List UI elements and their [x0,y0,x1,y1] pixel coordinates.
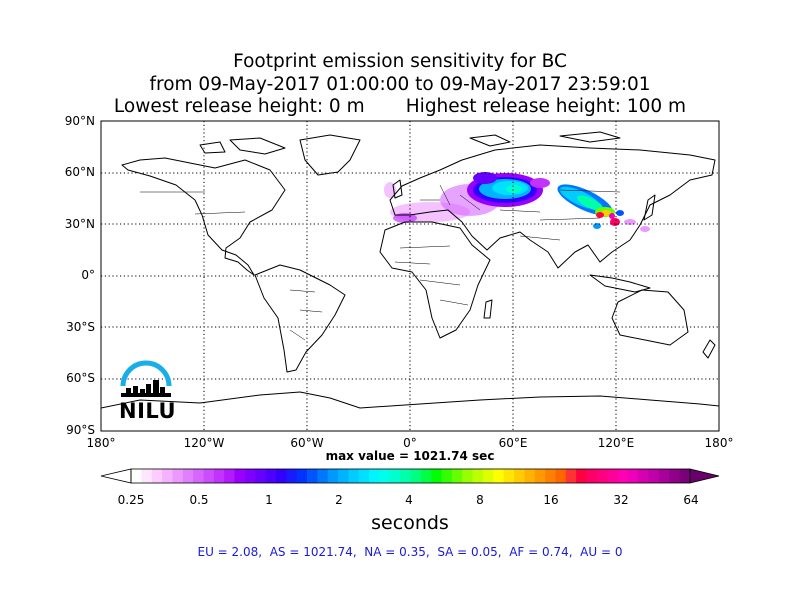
max-value-label: max value = 1021.74 sec [325,449,495,463]
colorbar-segment [182,469,194,483]
colorbar-segment [441,469,453,483]
colorbar-segment [596,469,608,483]
colorbar-segment [172,469,184,483]
colorbar-segment [431,469,443,483]
title-line-2: from 09-May-2017 01:00:00 to 09-May-2017… [149,74,651,95]
lat-label-30s: 30°S [66,320,95,334]
country-borders [140,184,621,341]
colorbar-segment [151,469,163,483]
colorbar-segment [607,469,619,483]
colorbar-tick-1: 1 [265,493,273,507]
nilu-logo [120,360,172,397]
colorbar-segment [141,469,153,483]
colorbar-segment [203,469,215,483]
colorbar-segment [193,469,205,483]
colorbar-segment [493,469,505,483]
colorbar-segment [451,469,463,483]
colorbar-segment [482,469,494,483]
colorbar-tick-64: 64 [683,493,699,507]
colorbar-segment [338,469,349,483]
colorbar-segment [514,469,525,483]
colorbar-segment [306,469,318,483]
lat-label-60s: 60°S [66,371,95,385]
colorbar-segment [255,469,267,483]
colorbar-segment [638,469,650,483]
colorbar-extend-low [100,468,132,484]
colorbar-segment [369,469,381,483]
lat-label-60n: 60°N [64,165,95,179]
colorbar-segment [503,469,515,483]
colorbar-segment [296,469,308,483]
lon-label-120w: 120°W [183,436,225,450]
colorbar-segment [627,469,639,483]
title-line-1: Footprint emission sensitivity for BC [233,51,567,72]
lon-label-60w: 60°W [290,436,324,450]
colorbar-extend-high [689,468,720,484]
colorbar-segment [379,469,391,483]
colorbar-segment [565,469,577,483]
colorbar-tick-32: 32 [613,493,629,507]
colorbar-units: seconds [371,512,449,534]
colorbar-segment [524,469,536,483]
colorbar-segment [658,469,670,483]
colorbar-segment [213,469,225,483]
colorbar-segment [669,469,681,483]
colorbar-segment [545,469,557,483]
lon-label-180w: 180° [86,436,116,450]
lon-label-180e: 180° [704,436,734,450]
colorbar-segment [317,469,329,483]
colorbar [100,468,720,484]
colorbar-segment [234,469,246,483]
colorbar-segment [162,469,174,483]
lat-label-90s: 90°S [66,423,95,437]
colorbar-segment [389,469,401,483]
colorbar-segment [420,469,432,483]
colorbar-segment [555,469,567,483]
graticule [101,121,719,431]
colorbar-segment [358,469,370,483]
lon-label-120e: 120°E [597,436,635,450]
colorbar-segment [648,469,660,483]
colorbar-tick-0-5: 0.5 [189,493,209,507]
colorbar-segment [576,469,588,483]
title-line-3: Lowest release height: 0 m Highest relea… [113,96,687,117]
nilu-logo-text: NILU [119,399,177,423]
colorbar-segment [275,469,287,483]
lat-label-0: 0° [81,268,95,282]
colorbar-tick-8: 8 [476,493,484,507]
colorbar-segment [534,469,546,483]
colorbar-segment [400,469,412,483]
lon-label-0: 0° [403,436,417,450]
lat-label-30n: 30°N [64,217,95,231]
colorbar-tick-16: 16 [543,493,559,507]
colorbar-segment [265,469,277,483]
colorbar-segment [224,469,236,483]
colorbar-segment [410,469,422,483]
lon-label-60e: 60°E [498,436,528,450]
colorbar-segment [472,469,484,483]
colorbar-segment [617,469,629,483]
colorbar-tick-0-25: 0.25 [117,493,145,507]
colorbar-segment [327,469,339,483]
colorbar-segment [462,469,474,483]
colorbar-segment [131,469,142,483]
colorbar-frame [130,468,691,484]
colorbar-segment [244,469,256,483]
lat-label-90n: 90°N [64,114,95,128]
colorbar-tick-2: 2 [335,493,343,507]
colorbar-tick-4: 4 [405,493,413,507]
colorbar-segment [679,469,691,483]
colorbar-segment [348,469,360,483]
map-frame [100,120,720,432]
region-values: EU = 2.08, AS = 1021.74, NA = 0.35, SA =… [197,545,623,559]
coastlines [101,131,719,409]
colorbar-segment [286,469,298,483]
colorbar-segment [586,469,598,483]
